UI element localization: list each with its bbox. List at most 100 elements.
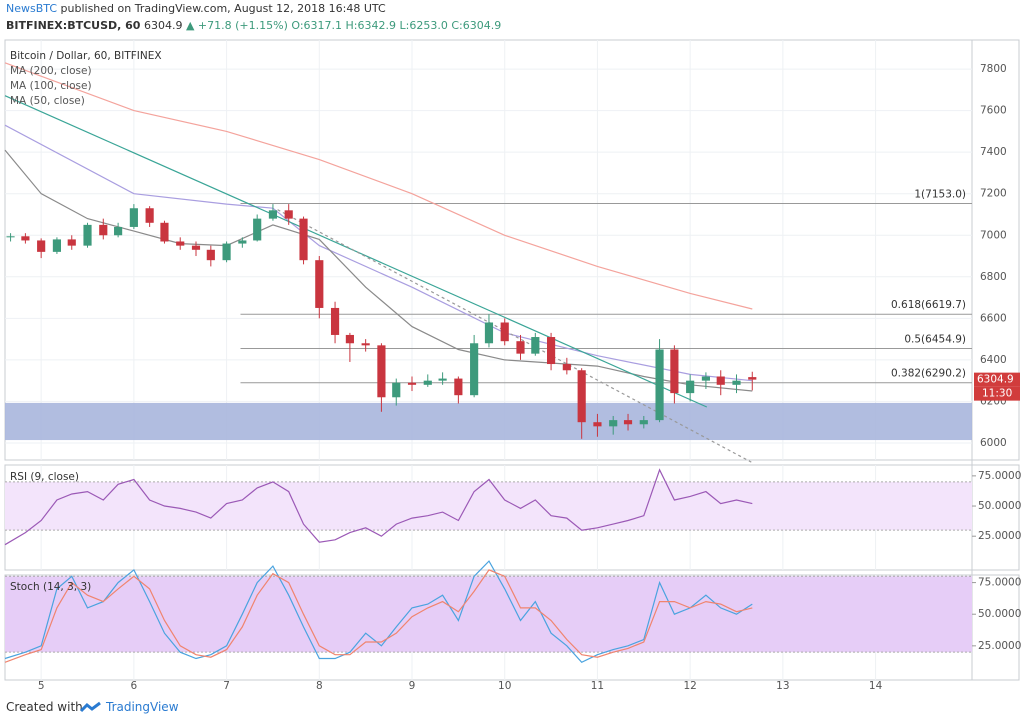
trendline: [4, 95, 708, 408]
y-tick-label: 7000: [980, 229, 1007, 241]
candle-body: [253, 218, 262, 241]
moving-average: [4, 62, 753, 310]
header-line: NewsBTC published on TradingView.com, Au…: [6, 2, 386, 15]
candle-body: [67, 239, 76, 246]
candle-body: [531, 337, 540, 354]
candle-body: [52, 239, 61, 252]
y-tick-label: 6800: [980, 271, 1007, 283]
x-tick-label: 11: [591, 680, 604, 692]
candle-body: [407, 382, 417, 385]
last: 6304.9: [143, 19, 183, 32]
candle-body: [670, 349, 679, 394]
candle-body: [83, 224, 92, 246]
x-tick-label: 12: [683, 680, 696, 692]
candle-body: [99, 224, 108, 236]
x-tick-label: 7: [223, 680, 230, 692]
y-tick-label: 6000: [980, 437, 1007, 449]
y-tick-label: 50.0000: [978, 500, 1021, 512]
x-tick-label: 6: [131, 680, 138, 692]
y-tick-label: 7400: [980, 146, 1007, 158]
y-tick-label: 7600: [980, 105, 1007, 117]
indicator-line: [4, 468, 753, 546]
change: ▲ +71.8 (+1.15%): [185, 19, 288, 32]
candle-body: [114, 226, 123, 236]
moving-average: [4, 149, 753, 392]
candle-body: [176, 241, 185, 246]
created-with: Created with: [6, 700, 83, 714]
indicator-line: [4, 560, 753, 664]
fib-label: 0.5(6454.9): [904, 333, 966, 345]
candle-body: [593, 422, 602, 427]
y-tick-label: 6400: [980, 354, 1007, 366]
candle-body: [639, 420, 648, 425]
candle-body: [330, 307, 340, 335]
candle-body: [423, 380, 432, 385]
y-tick-label: 75.0000: [978, 470, 1021, 482]
candle-body: [686, 380, 695, 394]
pane-frame: [4, 39, 1020, 461]
candle-body: [454, 378, 463, 396]
candle-body: [732, 380, 741, 385]
candle-body: [577, 370, 586, 423]
fib-label: 0.382(6290.2): [891, 368, 966, 380]
candle-body: [438, 378, 447, 381]
candle-body: [609, 420, 618, 427]
countdown: 11:30: [982, 388, 1012, 400]
chart-title: Bitcoin / Dollar, 60, BITFINEX: [10, 50, 162, 62]
legend-entry: MA (50, close): [10, 95, 85, 107]
ohlc-close: C:6304.9: [451, 19, 502, 32]
band: [5, 481, 972, 531]
candle-body: [129, 208, 138, 227]
chart: 5 6 7 8 9 10 11 12 13 146000620064006600680070007…: [4, 39, 1021, 692]
candle-body: [37, 240, 46, 252]
countdown-tag: [974, 386, 1020, 401]
price-tag-label: 6304.9: [977, 374, 1014, 386]
candle-body: [284, 210, 293, 219]
brand[interactable]: TradingView: [106, 700, 179, 714]
ohlc-low: L:6253.0: [399, 19, 448, 32]
logo: [80, 701, 101, 713]
price-tag: [974, 372, 1020, 387]
candle-body: [222, 243, 231, 261]
y-tick-label: 6600: [980, 312, 1007, 324]
header-quote: BITFINEX:BTCUSD, 60 6304.9 ▲ +71.8 (+1.1…: [6, 19, 501, 32]
ohlc-open: O:6317.1: [291, 19, 343, 32]
candle-body: [238, 240, 247, 244]
band: [5, 576, 972, 653]
candle-body: [315, 260, 324, 308]
candle-body: [377, 345, 386, 398]
candle-body: [299, 218, 308, 261]
indicator-line: [4, 569, 753, 663]
pane-title: RSI (9, close): [10, 471, 79, 483]
fib-label: 1(7153.0): [914, 188, 966, 200]
candle-body: [268, 210, 278, 219]
x-tick-label: 5: [38, 680, 45, 692]
candle-body: [500, 322, 509, 342]
y-tick-label: 75.0000: [978, 577, 1021, 589]
y-tick-label: 25.0000: [978, 530, 1021, 542]
x-tick-label: 9: [409, 680, 416, 692]
candle-body: [392, 382, 401, 398]
candle-body: [361, 343, 370, 346]
candle-body: [345, 334, 354, 344]
candle-body: [547, 337, 556, 365]
candle-body: [716, 376, 725, 385]
y-tick-label: 7800: [980, 63, 1007, 75]
candle-body: [516, 341, 525, 354]
x-tick-label: 14: [869, 680, 883, 692]
fib-label: 0.618(6619.7): [891, 299, 966, 311]
candle-body: [160, 222, 169, 242]
ohlc-high: H:6342.9: [345, 19, 396, 32]
x-tick-label: 8: [316, 680, 323, 692]
y-tick-label: 25.0000: [978, 640, 1021, 652]
author[interactable]: NewsBTC: [6, 2, 58, 15]
candle-body: [206, 249, 215, 261]
candle-body: [145, 208, 154, 223]
candle-body: [562, 364, 571, 371]
legend-entry: MA (100, close): [10, 80, 92, 92]
candle-body: [6, 236, 15, 238]
candle-body: [623, 420, 633, 425]
pane-title: Stoch (14, 3, 3): [10, 581, 91, 593]
support-zone: [5, 402, 972, 441]
